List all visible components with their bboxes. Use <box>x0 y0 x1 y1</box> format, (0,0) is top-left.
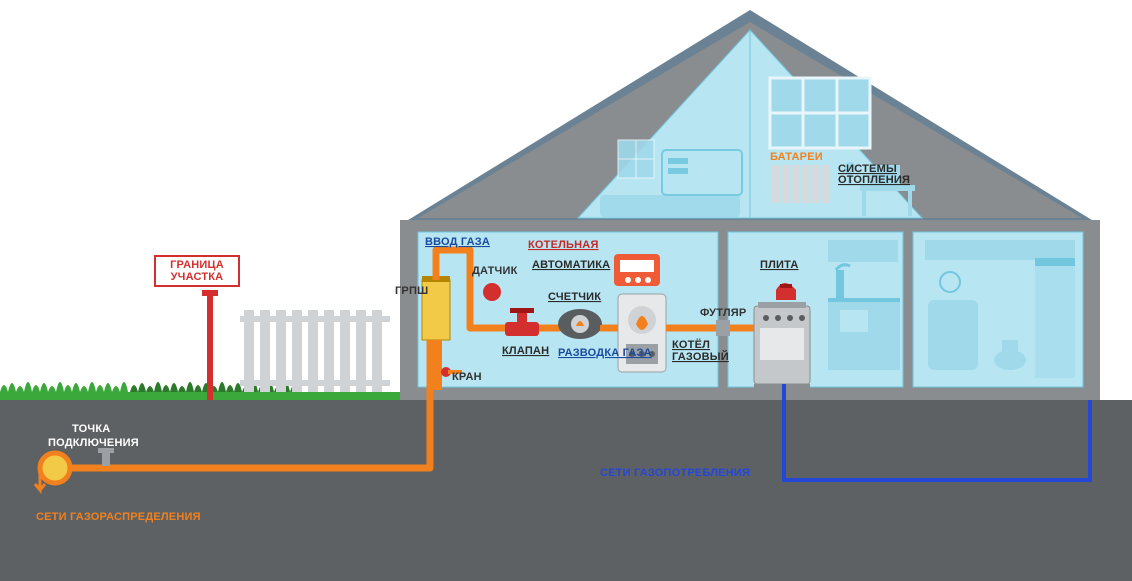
meter-icon <box>558 309 602 339</box>
gas-dist-label: РАЗВОДКА ГАЗА <box>558 347 652 359</box>
meter-label: СЧЕТЧИК <box>548 291 601 303</box>
svg-text:УЧАСТКА: УЧАСТКА <box>171 271 224 283</box>
kran-label: КРАН <box>452 371 482 383</box>
stove-label: ПЛИТА <box>760 259 799 271</box>
conn-point-label-1: ТОЧКА <box>72 423 110 435</box>
svg-text:ГРАНИЦА: ГРАНИЦА <box>170 259 224 271</box>
boiler-icon <box>618 294 666 372</box>
house <box>400 10 1100 400</box>
room-boiler <box>418 232 718 387</box>
conn-point-label-2: ПОДКЛЮЧЕНИЯ <box>48 437 139 449</box>
boundary-sign: ГРАНИЦА УЧАСТКА <box>155 256 239 286</box>
kitchen-furniture <box>828 240 900 370</box>
radiators-label: БАТАРЕИ <box>770 151 823 163</box>
case-label: ФУТЛЯР <box>700 307 746 319</box>
fence <box>240 310 390 392</box>
valve-icon <box>505 308 539 336</box>
boiler-room-label: КОТЕЛЬНАЯ <box>528 239 599 251</box>
boiler-label-2: ГАЗОВЫЙ <box>672 350 729 363</box>
sensor-label: ДАТЧИК <box>472 265 518 277</box>
automation-label: АВТОМАТИКА <box>532 259 610 271</box>
gas-in-label: ВВОД ГАЗА <box>425 236 490 248</box>
boiler-label-1: КОТЁЛ <box>672 338 710 351</box>
case-icon <box>716 320 730 336</box>
valve-label: КЛАПАН <box>502 345 549 357</box>
net-dist-label: СЕТИ ГАЗОРАСПРЕДЕЛЕНИЯ <box>36 511 201 523</box>
automation-icon <box>614 254 660 286</box>
heating-label-2: ОТОПЛЕНИЯ <box>838 174 910 186</box>
boundary-sign-l1: ГРАНИЦА <box>170 259 224 271</box>
boundary-sign-l2: УЧАСТКА <box>171 271 224 283</box>
sensor-icon <box>483 283 501 301</box>
boundary-post <box>207 290 213 400</box>
grpsh-label: ГРПШ <box>395 285 428 297</box>
ground <box>0 400 1132 581</box>
net-consume-label: СЕТИ ГАЗОПОТРЕБЛЕНИЯ <box>600 467 750 479</box>
